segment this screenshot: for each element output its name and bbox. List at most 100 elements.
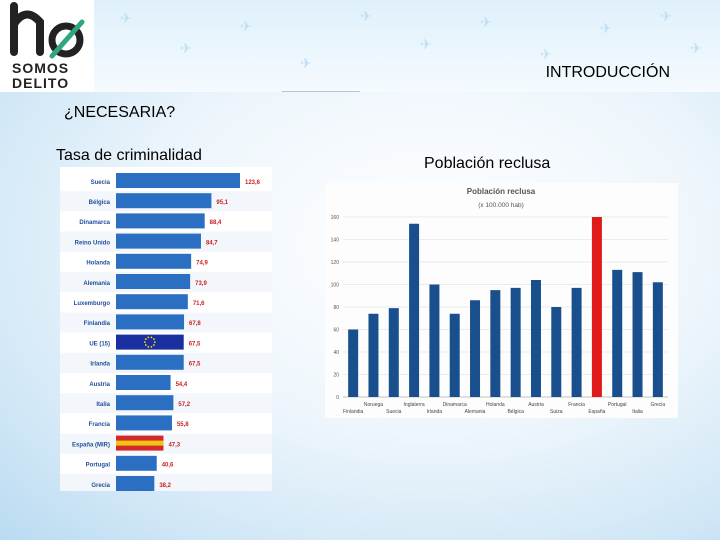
eu-star-icon <box>153 341 156 343</box>
bar <box>116 213 205 229</box>
bird-icon: ✈ <box>660 8 672 24</box>
bar <box>116 233 201 249</box>
eu-star-icon <box>150 345 153 348</box>
category-label: Italia <box>96 402 110 408</box>
divider <box>282 91 360 92</box>
bar <box>409 223 420 397</box>
logo-text-bottom: DELITO <box>12 75 70 91</box>
eu-star-icon <box>153 338 155 341</box>
category-label: Bélgica <box>89 200 111 206</box>
x-tick-label: Austria <box>528 402 544 408</box>
bar <box>348 329 359 397</box>
bar <box>116 334 184 350</box>
bar <box>116 274 191 289</box>
prison-population-chart: Población reclusa (x 100.000 hab) 0 20 40 60 8… <box>331 187 668 415</box>
x-tick-label: España <box>588 409 605 415</box>
spain-flag-stripe <box>116 440 164 446</box>
category-label: Irlanda <box>90 362 110 368</box>
eu-star-icon <box>144 344 147 346</box>
bird-icon: ✈ <box>240 18 252 34</box>
bird-icon: ✈ <box>120 10 132 26</box>
x-tick-label: Dinamarca <box>443 402 467 408</box>
bar <box>368 313 379 397</box>
y-tick-label: 80 <box>333 305 339 311</box>
section-title: INTRODUCCIÓN <box>545 64 670 81</box>
row-background <box>60 474 272 495</box>
bar <box>116 253 192 269</box>
category-label: Suecia <box>91 180 111 186</box>
x-tick-label: Alemania <box>465 409 486 415</box>
x-tick-label: Portugal <box>608 402 627 408</box>
bar <box>490 290 501 397</box>
eu-star-icon <box>153 344 155 346</box>
value-label: 95,1 <box>216 200 228 206</box>
value-label: 74,9 <box>196 261 208 267</box>
x-tick-label: Francia <box>568 402 585 408</box>
eu-star-icon <box>147 345 150 348</box>
bird-icon: ✈ <box>540 46 552 62</box>
y-tick-label: 40 <box>333 350 339 356</box>
value-label: 40,6 <box>162 463 174 469</box>
bird-icon: ✈ <box>480 14 492 30</box>
bar <box>429 284 440 397</box>
bar <box>470 300 481 397</box>
bar <box>116 415 172 431</box>
y-tick-label: 20 <box>333 373 339 379</box>
x-tick-label: Suiza <box>550 409 563 415</box>
bar <box>116 354 184 370</box>
bar <box>652 282 663 397</box>
crime-rate-chart-panel: Suecia 123,6 Bélgica 95,1 Dinamarca 88,4 Reino… <box>60 167 272 495</box>
y-tick-label: 0 <box>336 395 339 401</box>
value-label: 54,4 <box>176 382 188 388</box>
x-tick-label: Bélgica <box>507 409 524 415</box>
value-label: 55,8 <box>177 422 189 428</box>
value-label: 38,2 <box>159 483 171 489</box>
y-tick-label: 160 <box>331 215 340 221</box>
bar <box>116 314 185 330</box>
x-tick-label: Irlanda <box>427 409 443 415</box>
row-background <box>60 433 272 454</box>
category-label: Holanda <box>86 261 110 267</box>
x-tick-label: Noruega <box>364 402 383 408</box>
row-background <box>60 453 272 474</box>
bar <box>116 476 155 491</box>
y-tick-label: 60 <box>333 328 339 334</box>
x-tick-label: Italia <box>632 409 643 415</box>
value-label: 67,5 <box>189 362 201 368</box>
category-label: Austria <box>89 382 110 388</box>
x-tick-label: Finlandia <box>343 409 364 415</box>
value-label: 73,9 <box>195 281 207 287</box>
y-tick-label: 120 <box>331 260 340 266</box>
x-tick-label: Grecia <box>650 402 665 408</box>
bird-icon: ✈ <box>180 40 192 56</box>
category-label: Reino Unido <box>75 240 111 246</box>
eu-star-icon <box>147 336 150 339</box>
bar <box>571 287 582 397</box>
bird-icon: ✈ <box>360 8 372 24</box>
bar <box>116 455 157 471</box>
bar <box>612 269 623 397</box>
bar <box>591 217 602 397</box>
bar <box>449 313 460 397</box>
logo-text-top: SOMOS <box>12 60 70 76</box>
bird-icon: ✈ <box>420 36 432 52</box>
eu-star-icon <box>150 336 153 339</box>
bar <box>530 280 541 397</box>
category-label: Luxemburgo <box>74 301 111 307</box>
category-label: Grecia <box>91 483 110 489</box>
category-label: UE (15) <box>89 341 110 347</box>
header-banner: ✈ ✈ ✈ ✈ ✈ ✈ ✈ ✈ ✈ ✈ ✈ <box>0 0 720 92</box>
bar <box>551 307 562 397</box>
value-label: 67,5 <box>189 341 201 347</box>
bar <box>510 287 521 397</box>
bird-icon: ✈ <box>690 40 702 56</box>
bar <box>116 395 174 411</box>
value-label: 88,4 <box>210 220 222 226</box>
chart-subtitle: (x 100.000 hab) <box>478 202 524 209</box>
logo: SOMOS DELITO <box>0 0 94 92</box>
bar <box>116 375 171 390</box>
x-tick-label: Suecia <box>386 409 402 415</box>
x-tick-label: Inglaterra <box>404 402 425 408</box>
slide-subtitle: ¿NECESARIA? <box>64 104 176 121</box>
bar <box>116 173 240 188</box>
